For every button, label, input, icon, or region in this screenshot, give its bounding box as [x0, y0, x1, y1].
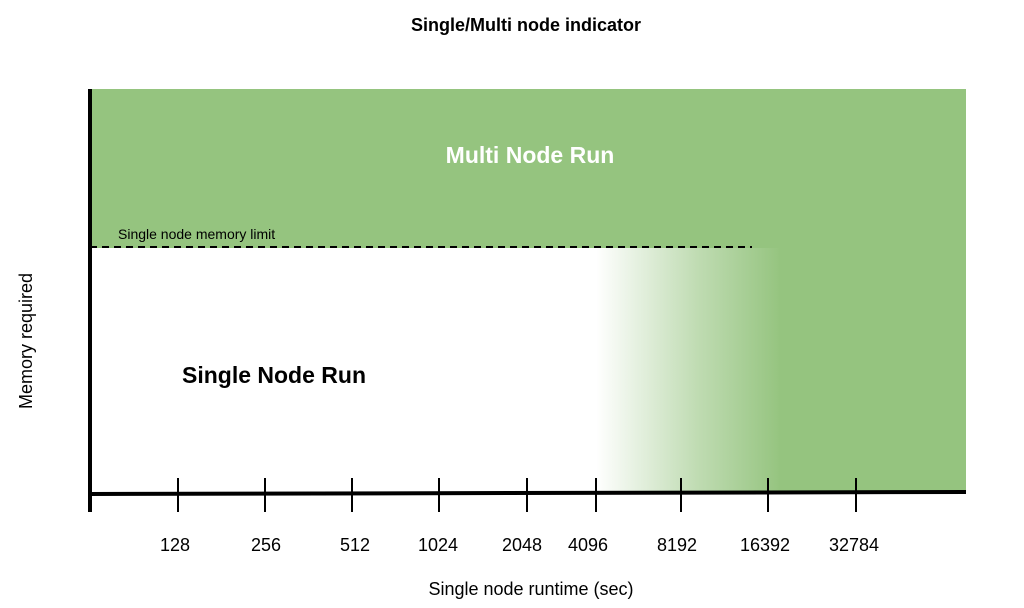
x-tick-label: 256 [251, 535, 281, 555]
x-axis-title: Single node runtime (sec) [428, 579, 633, 599]
multi-node-label: Multi Node Run [446, 142, 615, 168]
x-tick-label: 128 [160, 535, 190, 555]
x-tick-label: 4096 [568, 535, 608, 555]
x-axis-ticks [177, 478, 857, 512]
x-tick-label: 32784 [829, 535, 879, 555]
single-node-label: Single Node Run [182, 362, 366, 388]
y-axis-title: Memory required [16, 273, 36, 409]
x-tick-label: 16392 [740, 535, 790, 555]
diagram-title: Single/Multi node indicator [411, 15, 641, 35]
x-tick-label: 1024 [418, 535, 458, 555]
long-runtime-region [779, 248, 966, 494]
multi-node-region [90, 89, 966, 248]
transition-gradient-region [596, 248, 781, 494]
x-tick-label: 8192 [657, 535, 697, 555]
x-tick-label: 2048 [502, 535, 542, 555]
x-tick-label: 512 [340, 535, 370, 555]
x-axis-tick-labels: 128 256 512 1024 2048 4096 8192 16392 32… [160, 535, 879, 555]
memory-limit-label: Single node memory limit [118, 226, 275, 242]
